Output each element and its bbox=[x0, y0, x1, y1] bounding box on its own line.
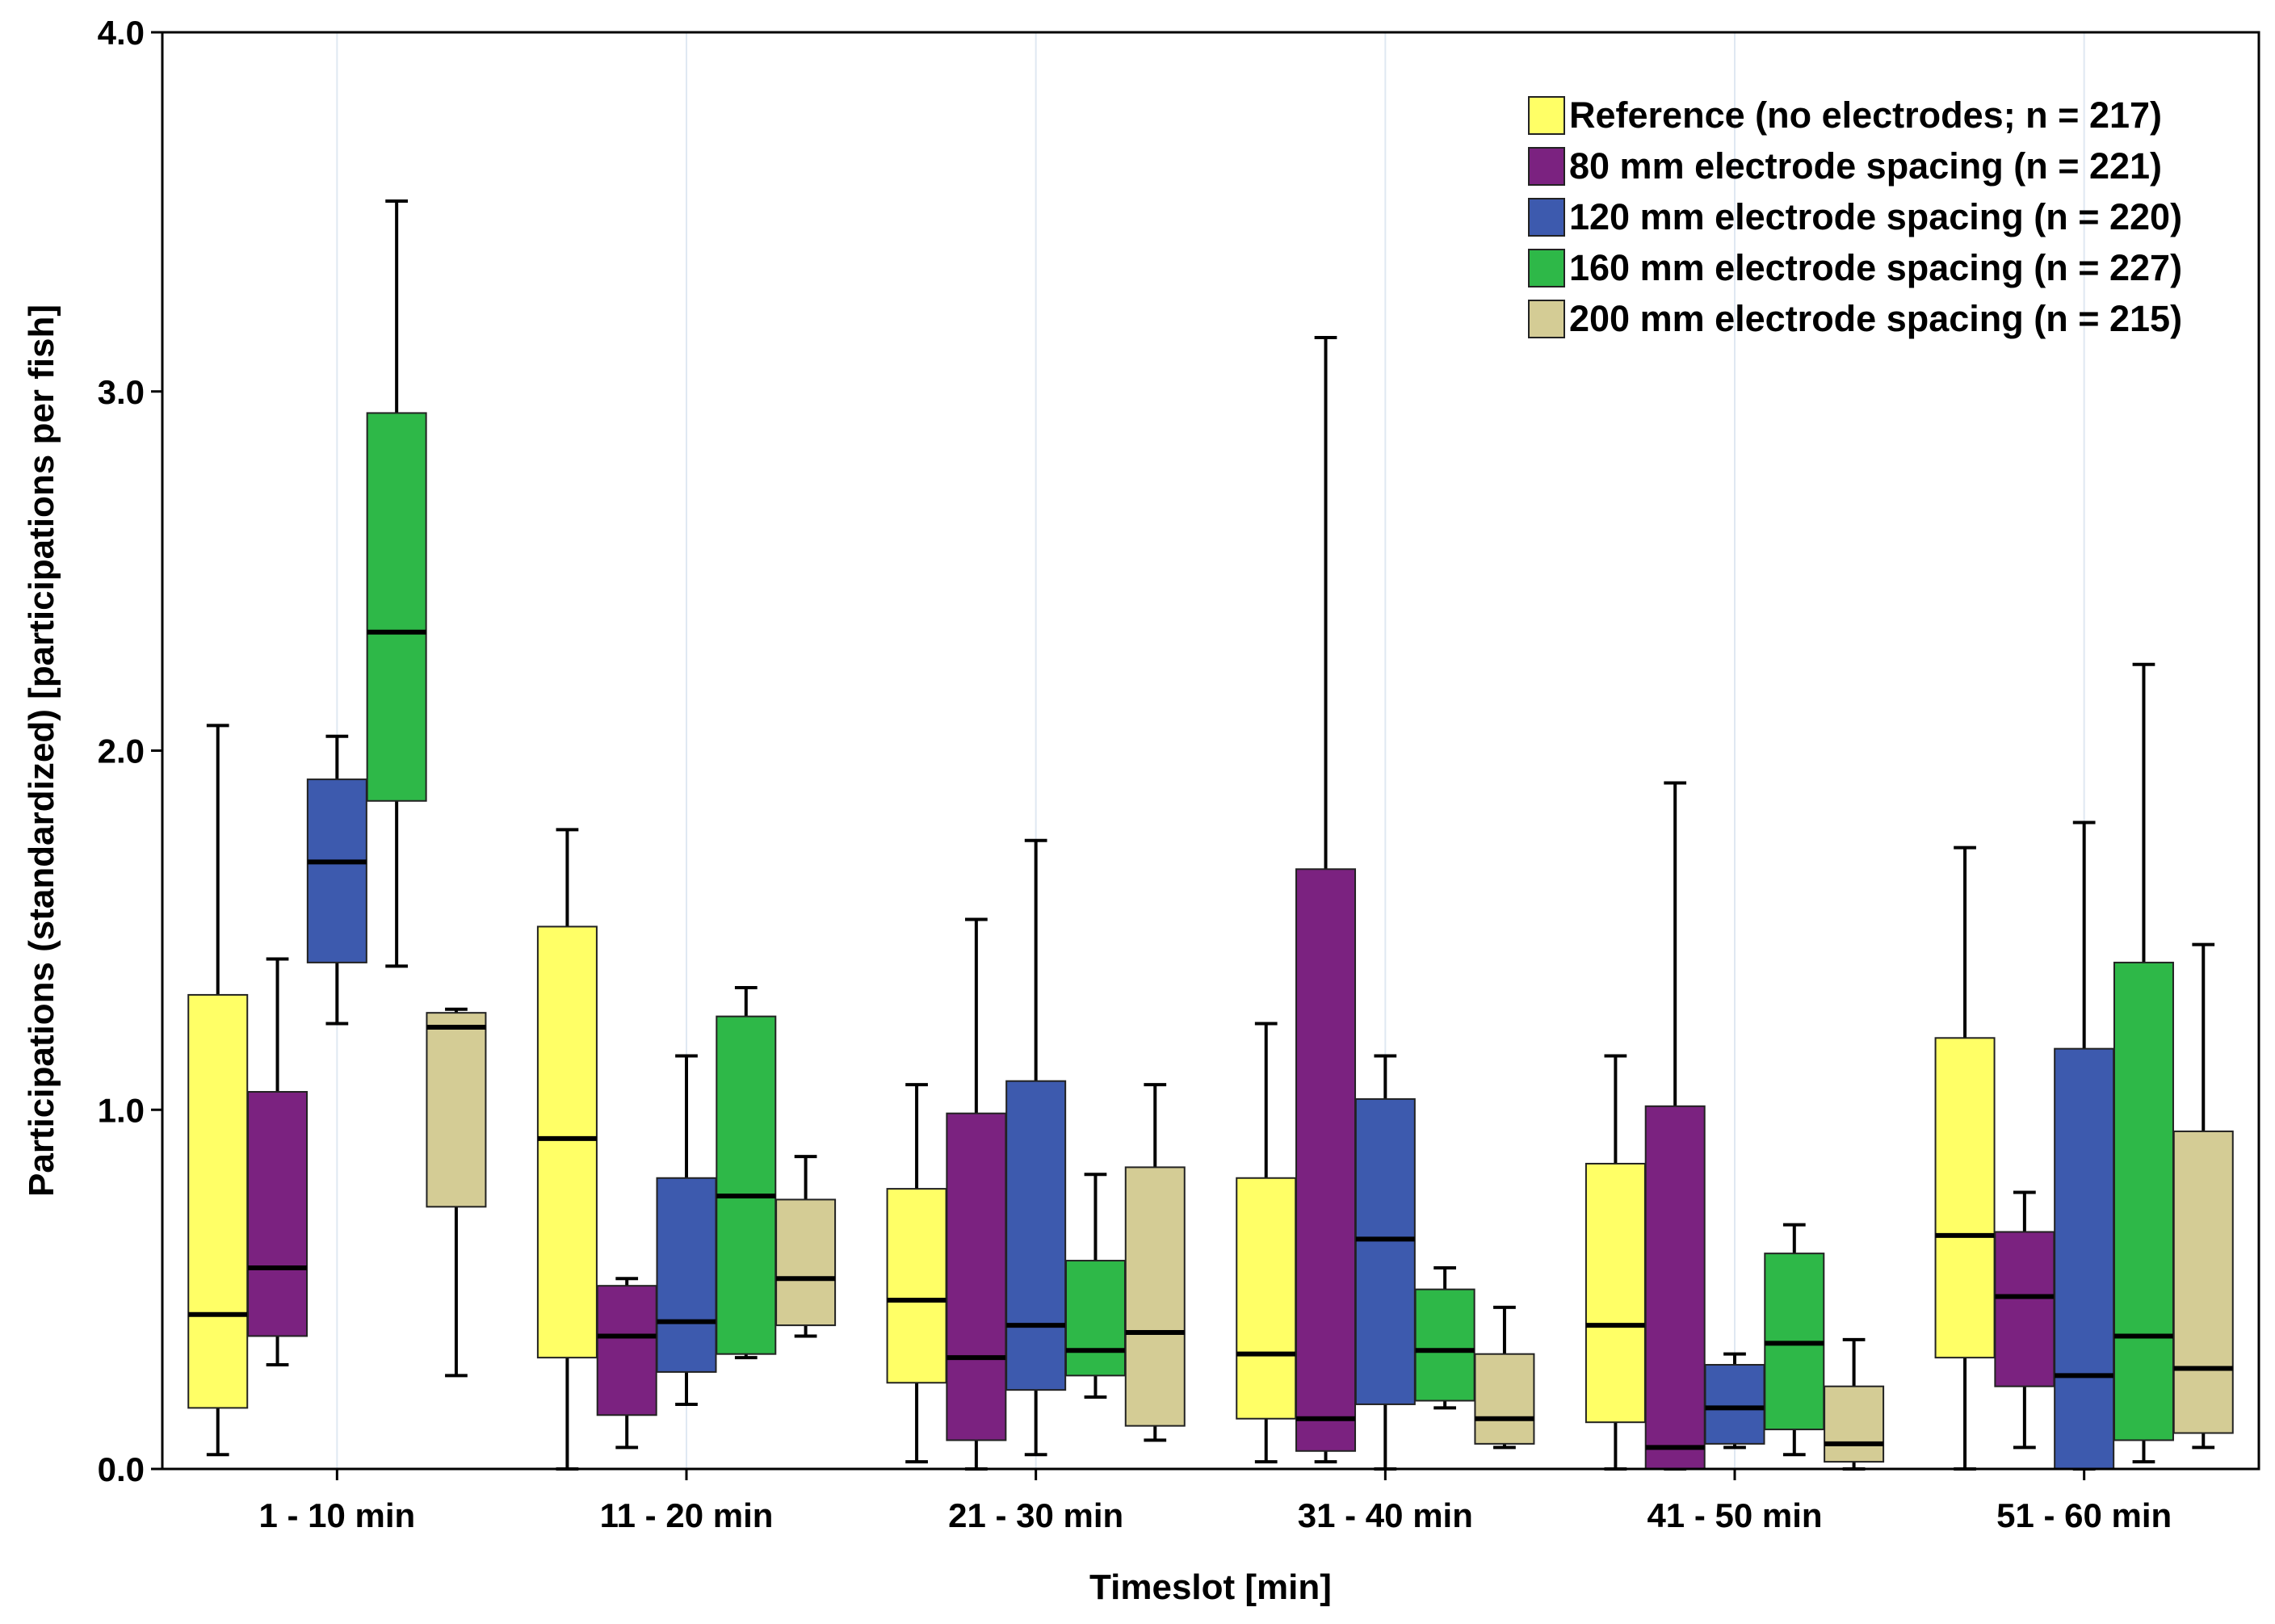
legend-label: 80 mm electrode spacing (n = 221) bbox=[1569, 145, 2162, 187]
box-iqr bbox=[426, 1012, 487, 1208]
legend-label: Reference (no electrodes; n = 217) bbox=[1569, 94, 2162, 136]
box-iqr bbox=[366, 412, 427, 802]
legend-swatch bbox=[1528, 198, 1565, 237]
box-iqr bbox=[1064, 1260, 1126, 1377]
box-iqr bbox=[2172, 1130, 2234, 1434]
box-plot-item bbox=[1474, 1305, 1535, 1450]
box-iqr bbox=[1295, 868, 1357, 1452]
box-iqr bbox=[656, 1177, 717, 1373]
box-iqr bbox=[775, 1198, 837, 1327]
box-plot-item bbox=[656, 1054, 717, 1406]
box-iqr bbox=[1934, 1037, 1996, 1359]
box-plot-item bbox=[1124, 1083, 1186, 1442]
y-axis-title: Participations (standardized) [participa… bbox=[22, 304, 61, 1197]
y-tick-label: 0.0 bbox=[98, 1450, 145, 1488]
category-group bbox=[886, 838, 1186, 1471]
category-group bbox=[1585, 781, 1885, 1471]
category-group bbox=[1236, 336, 1535, 1471]
box-iqr bbox=[886, 1188, 947, 1384]
legend-item: 120 mm electrode spacing (n = 220) bbox=[1528, 196, 2182, 237]
y-axis: 0.0 1.0 2.0 3.0 4.0 bbox=[98, 14, 162, 1488]
box-iqr bbox=[1704, 1364, 1765, 1445]
box-plot-item bbox=[2113, 662, 2174, 1464]
box-plot-item bbox=[1934, 846, 1996, 1471]
legend-swatch bbox=[1528, 300, 1565, 338]
legend-label: 200 mm electrode spacing (n = 215) bbox=[1569, 298, 2182, 339]
box-plot-item bbox=[716, 986, 777, 1360]
legend-swatch bbox=[1528, 96, 1565, 135]
box-iqr bbox=[1994, 1231, 2055, 1387]
x-tick-label: 11 - 20 min bbox=[600, 1496, 774, 1534]
box-plot-item bbox=[775, 1155, 837, 1338]
box-plot-item bbox=[1414, 1265, 1475, 1410]
box-plot-item bbox=[1704, 1352, 1765, 1450]
box-plot-item bbox=[1994, 1190, 2055, 1450]
legend-label: 160 mm electrode spacing (n = 227) bbox=[1569, 247, 2182, 288]
category-group bbox=[187, 199, 487, 1457]
y-tick-label: 2.0 bbox=[98, 732, 145, 770]
box-plot-item bbox=[1354, 1054, 1416, 1471]
box-iqr bbox=[596, 1285, 657, 1416]
x-tick-label: 31 - 40 min bbox=[1298, 1496, 1473, 1534]
box-iqr bbox=[1354, 1097, 1416, 1405]
box-iqr bbox=[1124, 1166, 1186, 1427]
category-group bbox=[536, 828, 837, 1471]
legend: Reference (no electrodes; n = 217) 80 mm … bbox=[1528, 94, 2182, 339]
box-plot-item bbox=[536, 828, 598, 1471]
box-plot-item bbox=[1295, 336, 1357, 1464]
legend-swatch bbox=[1528, 147, 1565, 186]
box-iqr bbox=[1474, 1353, 1535, 1445]
box-plot-item bbox=[1764, 1223, 1825, 1457]
box-plot-item bbox=[2172, 942, 2234, 1450]
legend-swatch bbox=[1528, 249, 1565, 287]
box-plot-item bbox=[366, 199, 427, 968]
box-iqr bbox=[247, 1091, 309, 1337]
box-iqr bbox=[946, 1112, 1007, 1441]
box-iqr bbox=[1824, 1385, 1885, 1463]
y-tick-label: 3.0 bbox=[98, 373, 145, 411]
box-plot-item bbox=[886, 1083, 947, 1464]
box-iqr bbox=[2113, 961, 2174, 1441]
box-iqr bbox=[1414, 1288, 1475, 1402]
box-plot-item bbox=[1236, 1022, 1297, 1464]
x-axis-title: Timeslot [min] bbox=[1089, 1567, 1332, 1607]
box-plot-item bbox=[1005, 838, 1067, 1457]
box-plot-item bbox=[1644, 781, 1706, 1471]
box-iqr bbox=[1644, 1105, 1706, 1470]
box-plot-item bbox=[247, 957, 309, 1367]
box-iqr bbox=[536, 925, 598, 1359]
box-iqr bbox=[716, 1015, 777, 1355]
box-groups bbox=[187, 199, 2234, 1471]
box-plot-item bbox=[187, 724, 249, 1457]
box-iqr bbox=[306, 778, 367, 963]
y-tick-label: 4.0 bbox=[98, 14, 145, 52]
x-tick-label: 21 - 30 min bbox=[948, 1496, 1123, 1534]
legend-label: 120 mm electrode spacing (n = 220) bbox=[1569, 196, 2182, 237]
box-iqr bbox=[1005, 1080, 1067, 1391]
box-plot-item bbox=[426, 1007, 487, 1378]
legend-item: 160 mm electrode spacing (n = 227) bbox=[1528, 247, 2182, 288]
box-iqr bbox=[187, 993, 249, 1409]
legend-item: 200 mm electrode spacing (n = 215) bbox=[1528, 298, 2182, 339]
box-plot-item bbox=[1824, 1337, 1885, 1471]
box-iqr bbox=[1585, 1162, 1646, 1424]
legend-item: 80 mm electrode spacing (n = 221) bbox=[1528, 145, 2162, 187]
box-plot-item bbox=[1585, 1054, 1646, 1471]
box-iqr bbox=[2054, 1047, 2115, 1470]
box-iqr bbox=[1236, 1177, 1297, 1420]
x-tick-label: 51 - 60 min bbox=[1996, 1496, 2172, 1534]
category-group bbox=[1934, 662, 2234, 1471]
x-tick-label: 1 - 10 min bbox=[258, 1496, 415, 1534]
x-axis: 1 - 10 min 11 - 20 min 21 - 30 min 31 - 40 … bbox=[258, 1469, 2172, 1534]
box-plot-item bbox=[306, 734, 367, 1026]
y-tick-label: 1.0 bbox=[98, 1091, 145, 1129]
x-tick-label: 41 - 50 min bbox=[1647, 1496, 1822, 1534]
legend-item: Reference (no electrodes; n = 217) bbox=[1528, 94, 2162, 136]
